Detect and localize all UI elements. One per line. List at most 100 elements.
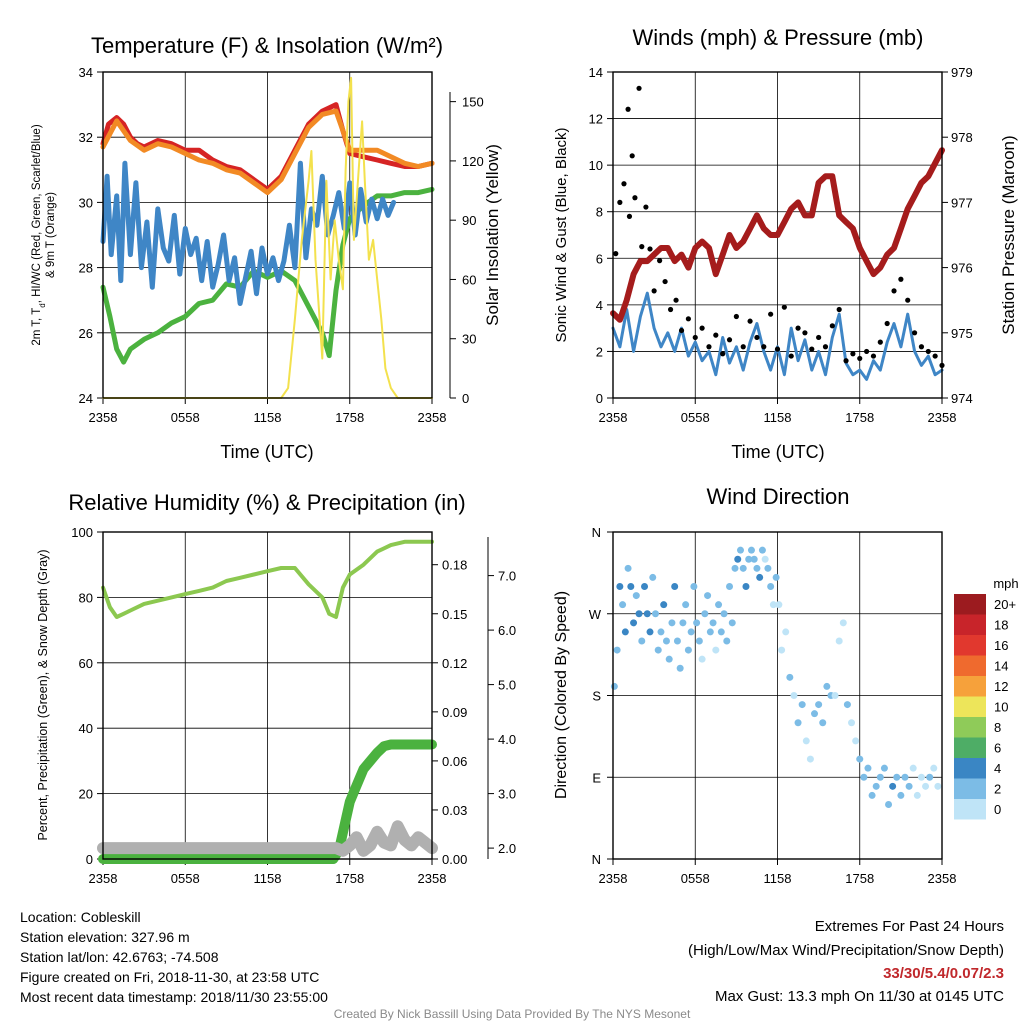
wind-chart-series-gust-point xyxy=(685,316,691,322)
wind-chart-series-gust-point xyxy=(774,346,781,352)
wind-chart-series-gust-point xyxy=(905,297,911,303)
wind-chart-series-gust-point xyxy=(870,353,877,359)
rh-chart-y-tick-label: 100 xyxy=(71,525,93,540)
wind-chart-y2-tick-label: 978 xyxy=(951,130,973,145)
created-text: Figure created on Fri, 2018-11-30, at 23… xyxy=(20,969,320,985)
dir-chart-direction-point xyxy=(624,564,632,572)
wind-chart-series-gust-point xyxy=(747,318,753,324)
wind-chart-series-gust-point xyxy=(932,353,938,359)
dir-chart-direction-point xyxy=(676,664,684,672)
legend-swatch xyxy=(954,655,986,676)
rh-chart-y-tick-label: 60 xyxy=(79,656,93,671)
temp-chart-ylabel-line2: & 9m T (Orange) xyxy=(45,192,57,278)
dir-chart-y-tick-label: N xyxy=(592,852,601,867)
legend-label: 16 xyxy=(994,638,1008,653)
wind-chart-series-gust-point xyxy=(898,276,904,282)
dir-chart-title: Wind Direction xyxy=(706,484,849,509)
rh-chart-series-relative-humidity xyxy=(101,539,434,619)
temp-chart-y2-tick-label: 0 xyxy=(462,391,469,406)
temp-chart-x-tick-label: 0558 xyxy=(171,410,200,425)
temp-chart-y-tick-label: 30 xyxy=(79,195,93,210)
dir-chart-direction-point xyxy=(767,583,775,590)
dir-chart-direction-point xyxy=(704,592,712,600)
wind-chart-series-gust-point xyxy=(891,288,897,294)
temp-chart-series-9m-t xyxy=(100,108,435,196)
dir-chart-direction-point xyxy=(646,628,654,636)
wind-chart-series-gust-point xyxy=(678,327,685,334)
dir-chart-direction-point xyxy=(901,773,909,781)
wind-chart-series-gust-point xyxy=(816,334,822,341)
dir-chart-direction-point xyxy=(930,764,938,772)
dir-chart-direction-point xyxy=(811,710,819,718)
dir-chart-direction-point xyxy=(843,701,851,709)
wind-chart-series-gust-point xyxy=(836,306,842,313)
dir-chart-direction-point xyxy=(782,628,790,636)
dir-chart-direction-point xyxy=(885,801,893,808)
wind-chart-series-station-pressure xyxy=(610,147,945,323)
dir-chart-direction-point xyxy=(627,583,635,590)
legend-swatch xyxy=(954,737,986,758)
wind-chart-series-gust-point xyxy=(761,344,767,350)
rh-chart-y2-tick-label: 0.03 xyxy=(442,803,467,818)
dir-chart-direction-point xyxy=(742,583,750,590)
temp-chart-frame xyxy=(102,71,433,399)
rh-chart-ylabel: Percent, Precipitation (Green), & Snow D… xyxy=(36,549,50,840)
dir-chart-direction-point xyxy=(802,737,810,745)
rh-chart-x-tick-label: 0558 xyxy=(171,871,200,886)
wind-chart-series-gust-point xyxy=(809,346,815,352)
rh-chart-y3-tick-label: 5.0 xyxy=(498,678,516,693)
dir-chart-direction-point xyxy=(632,592,640,600)
dir-chart-direction-point xyxy=(753,564,761,572)
dir-chart-direction-point xyxy=(665,655,673,663)
wind-chart-y2label: Station Pressure (Maroon) xyxy=(999,135,1018,334)
dir-chart-direction-point xyxy=(712,646,720,654)
wind-chart-series-gust-point xyxy=(632,195,638,201)
dir-chart-direction-point xyxy=(673,637,681,645)
wind-chart-series-gust-point xyxy=(877,339,883,345)
dir-chart-direction-point xyxy=(706,628,714,636)
dir-chart-direction-point xyxy=(913,791,921,799)
wind-chart-y2-tick-label: 976 xyxy=(951,261,973,276)
wind-chart-series-gust-point xyxy=(781,304,787,310)
wind-chart-series-gust-point xyxy=(636,85,642,91)
wind-chart-y2-tick-label: 979 xyxy=(951,65,973,80)
wind-chart-series-gust-point xyxy=(857,355,863,362)
wind-chart-series-gust-point xyxy=(843,358,849,364)
legend-swatch xyxy=(954,717,986,738)
wind-chart-series-gust-point xyxy=(788,353,794,359)
dir-chart-direction-point xyxy=(889,782,897,790)
rh-chart-y2-tick-label: 0.06 xyxy=(442,754,467,769)
dir-chart-direction-point xyxy=(668,619,676,627)
rh-chart-y3-tick-label: 3.0 xyxy=(498,787,516,802)
dir-chart-direction-point xyxy=(720,610,728,618)
dir-chart-direction-point xyxy=(610,682,618,690)
rh-chart-x-tick-label: 2358 xyxy=(418,871,447,886)
dir-chart-x-tick-label: 0558 xyxy=(681,871,710,886)
wind-chart-series-gust-point xyxy=(626,213,633,219)
wind-chart-series-gust-point xyxy=(925,348,931,355)
dir-chart-direction-point xyxy=(734,555,742,563)
wind-chart-x-tick-label: 1758 xyxy=(845,410,874,425)
dir-chart-direction-point xyxy=(662,637,670,645)
wind-chart-y-tick-label: 10 xyxy=(589,158,603,173)
rh-chart-y3-tick-label: 2.0 xyxy=(498,841,516,856)
wind-chart-y-tick-label: 6 xyxy=(596,251,603,266)
dir-chart-direction-point xyxy=(756,573,764,581)
dir-chart-direction-point xyxy=(893,773,901,781)
wind-chart-y2-tick-label: 975 xyxy=(951,326,973,341)
wind-chart-series-gust-point xyxy=(617,199,623,205)
dir-chart-direction-point xyxy=(872,782,880,790)
legend-label: 14 xyxy=(994,659,1008,674)
dir-chart-direction-point xyxy=(641,583,649,590)
dir-chart-direction-point xyxy=(649,573,657,581)
dir-chart-y-tick-label: S xyxy=(592,689,601,704)
dir-chart-direction-point xyxy=(860,773,868,781)
wind-chart-series-gust-point xyxy=(740,344,746,350)
dir-chart-direction-point xyxy=(823,682,831,690)
dir-chart-direction-point xyxy=(643,610,651,618)
wind-chart-series-gust-point xyxy=(795,325,801,331)
max-gust-text: Max Gust: 13.3 mph On 11/30 at 0145 UTC xyxy=(714,988,1004,1005)
wind-chart-series-gust-point xyxy=(629,153,635,159)
wind-chart-y-tick-label: 2 xyxy=(596,344,603,359)
dir-chart-direction-point xyxy=(660,601,668,609)
